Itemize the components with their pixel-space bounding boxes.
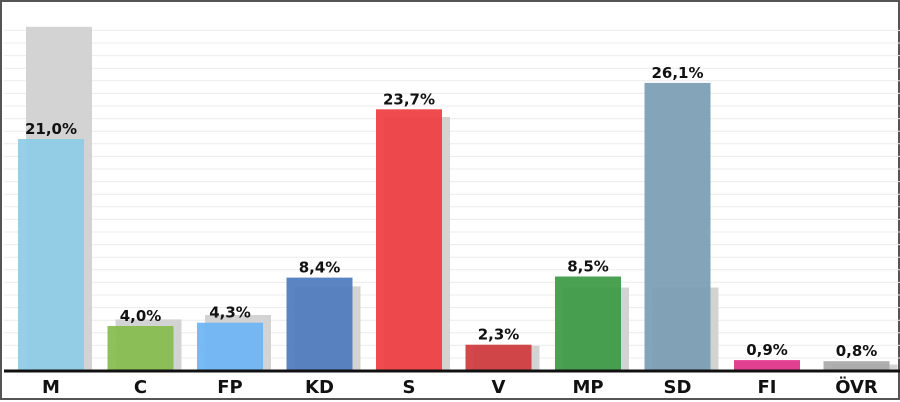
result-bars bbox=[18, 82, 890, 371]
category-label-v: V bbox=[492, 377, 506, 398]
bar-sd bbox=[644, 82, 711, 371]
bar-m bbox=[18, 139, 84, 370]
value-label-s: 23,7% bbox=[383, 90, 435, 108]
value-label-fp: 4,3% bbox=[209, 304, 251, 322]
value-label-m: 21,0% bbox=[25, 120, 77, 138]
category-label-fp: FP bbox=[217, 377, 243, 398]
category-label-fi: FI bbox=[758, 377, 777, 398]
bar-v bbox=[465, 344, 532, 370]
value-label-kd: 8,4% bbox=[299, 259, 341, 277]
value-label-v: 2,3% bbox=[478, 326, 520, 344]
category-labels: M C FP KD S V MP SD FI ÖVR bbox=[42, 376, 878, 398]
category-label-kd: KD bbox=[305, 377, 334, 398]
bar-fp bbox=[197, 322, 263, 370]
value-labels: 21,0% 4,0% 4,3% 8,4% 23,7% 2,3% 8,5% 26,1% 0,9% 0… bbox=[25, 64, 877, 360]
category-label-vr: ÖVR bbox=[835, 376, 878, 398]
category-label-m: M bbox=[42, 377, 60, 398]
value-label-mp: 8,5% bbox=[567, 258, 609, 276]
value-label-fi: 0,9% bbox=[746, 341, 788, 359]
bar-mp bbox=[555, 276, 621, 370]
bar-c bbox=[107, 326, 174, 370]
value-label-vr: 0,8% bbox=[836, 342, 878, 360]
bar-s bbox=[376, 109, 442, 371]
bar-vr bbox=[823, 361, 890, 370]
grid-lines bbox=[4, 29, 900, 359]
category-label-sd: SD bbox=[664, 377, 692, 398]
value-label-sd: 26,1% bbox=[651, 64, 703, 82]
value-label-c: 4,0% bbox=[120, 307, 162, 325]
bar-kd bbox=[286, 277, 353, 370]
category-label-s: S bbox=[403, 377, 416, 398]
category-label-c: C bbox=[134, 377, 147, 398]
category-label-mp: MP bbox=[572, 377, 603, 398]
bar-fi bbox=[734, 360, 800, 370]
